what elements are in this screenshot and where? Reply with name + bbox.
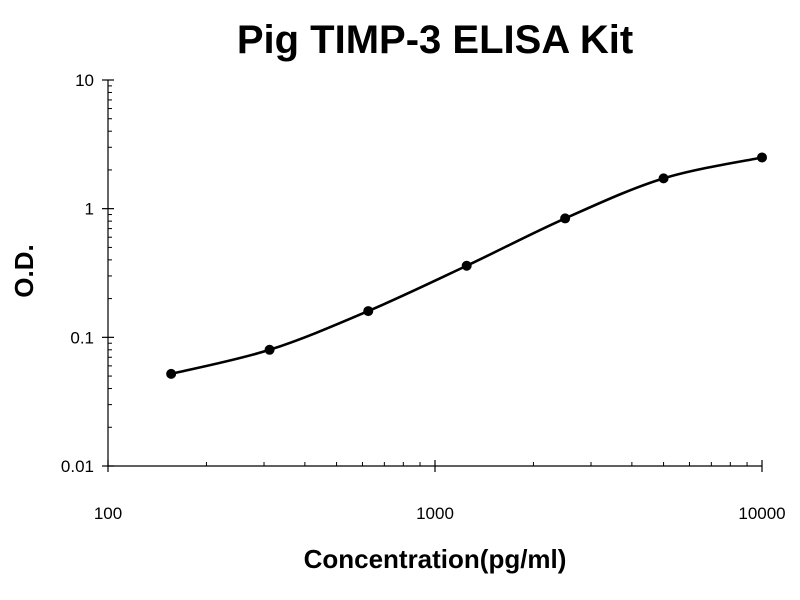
y-tick-label: 0.01 xyxy=(61,457,94,476)
x-axis-title: Concentration(pg/ml) xyxy=(304,544,567,574)
x-tick-label: 100 xyxy=(94,504,122,523)
data-point xyxy=(757,152,767,163)
plot-area xyxy=(166,152,767,379)
y-tick-label: 0.1 xyxy=(70,328,94,347)
data-point xyxy=(560,213,571,224)
data-point xyxy=(166,368,177,379)
y-tick-label: 1 xyxy=(85,200,94,219)
data-point xyxy=(461,260,472,271)
axes: 0.01 0.1 1 10 100 1000 10000 xyxy=(61,71,786,523)
data-point xyxy=(264,344,275,355)
x-tick-label: 10000 xyxy=(738,504,785,523)
y-tick-label: 10 xyxy=(75,71,94,90)
x-tick-label: 1000 xyxy=(416,504,454,523)
y-axis-title: O.D. xyxy=(9,244,39,297)
chart-title: Pig TIMP-3 ELISA Kit xyxy=(237,18,633,62)
data-point xyxy=(658,173,669,184)
data-point xyxy=(363,306,374,317)
